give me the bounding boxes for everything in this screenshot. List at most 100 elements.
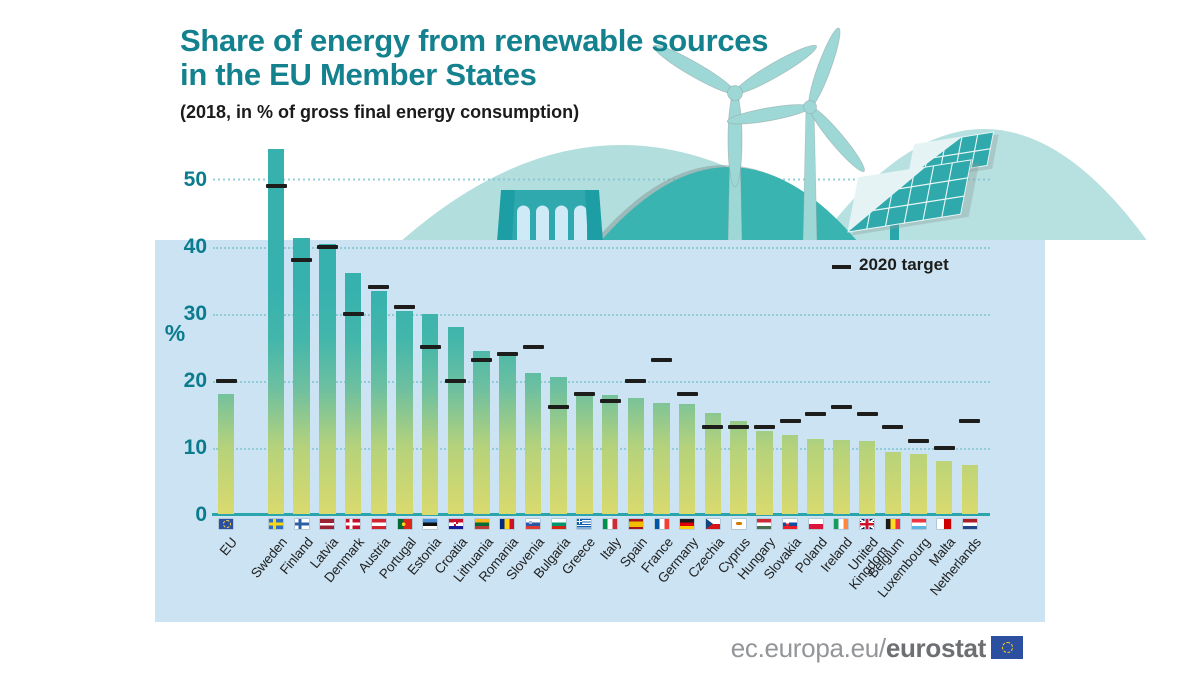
target-dash-finland	[291, 257, 313, 262]
gridline-40	[213, 246, 990, 249]
x-axis-line	[212, 513, 990, 516]
y-tick-0: 0	[195, 502, 207, 526]
target-dash-luxembourg	[908, 438, 929, 443]
target-dash-bulgaria	[548, 405, 570, 410]
y-tick-50: 50	[183, 167, 207, 191]
target-dash-uk	[856, 412, 878, 416]
gridline-20	[213, 380, 990, 383]
flag-greece-icon	[577, 518, 592, 529]
bar-romania	[499, 354, 516, 515]
bar-cyprus	[730, 421, 747, 515]
renewables-illustration	[0, 0, 1200, 240]
flag-latvia-icon	[320, 518, 335, 529]
flag-netherlands-icon	[962, 518, 977, 529]
y-tick-30: 30	[183, 301, 207, 325]
target-dash-belgium	[882, 425, 904, 430]
bar-italy	[601, 395, 619, 515]
flag-croatia-icon	[448, 518, 463, 529]
flag-slovenia-icon	[526, 518, 540, 529]
flag-slovakia-icon	[783, 518, 797, 529]
flag-poland-icon	[808, 518, 823, 529]
target-dash-germany	[676, 391, 698, 396]
target-dash-croatia	[445, 378, 467, 383]
bar-lithuania	[473, 351, 490, 515]
flag-ireland-icon	[834, 518, 849, 529]
target-dash-netherlands	[959, 418, 981, 423]
target-dash-latvia	[316, 244, 338, 249]
bar-eu	[217, 393, 235, 515]
flag-uk-icon	[860, 518, 875, 529]
bar-austria	[370, 290, 388, 515]
bar-ireland	[833, 440, 850, 515]
bar-croatia	[447, 326, 465, 515]
target-dash-austria	[368, 284, 390, 289]
footer-url-bold: eurostat	[885, 633, 986, 663]
flag-france-icon	[654, 518, 669, 529]
target-dash-slovakia	[779, 418, 801, 423]
flag-cyprus-icon	[731, 518, 746, 529]
target-dash-ireland	[830, 405, 852, 410]
flag-austria-icon	[371, 518, 386, 529]
flag-sweden-icon	[269, 518, 283, 529]
bar-belgium	[884, 451, 902, 515]
flag-malta-icon	[937, 518, 952, 529]
target-dash-cyprus	[728, 425, 750, 430]
illustration-svg	[213, 27, 1147, 240]
bar-hungary	[756, 430, 773, 515]
bar-poland	[807, 438, 824, 515]
target-dash-romania	[496, 351, 518, 356]
legend-target-dash-icon	[832, 265, 851, 269]
footer-url-regular: ec.europa.eu/	[730, 633, 886, 663]
footer-link[interactable]: ec.europa.eu/eurostat	[580, 633, 987, 664]
y-axis-unit: %	[164, 320, 186, 346]
flag-italy-icon	[603, 518, 618, 529]
wind-turbine-icon	[653, 44, 817, 240]
bar-estonia	[421, 313, 439, 515]
bar-czechia	[704, 413, 722, 515]
target-dash-czechia	[702, 425, 724, 430]
flag-belgium-icon	[885, 518, 900, 529]
hydro-dam-icon	[497, 190, 603, 240]
target-dash-greece	[573, 391, 595, 396]
y-tick-10: 10	[183, 435, 207, 459]
target-dash-slovenia	[522, 345, 544, 349]
flag-spain-icon	[628, 518, 643, 529]
gridline-30	[213, 313, 990, 316]
y-tick-40: 40	[183, 234, 207, 258]
target-dash-lithuania	[471, 358, 493, 363]
bar-bulgaria	[550, 377, 567, 515]
target-dash-spain	[625, 378, 647, 383]
target-dash-italy	[599, 398, 621, 403]
flag-czechia-icon	[705, 518, 720, 529]
flag-lithuania-icon	[474, 518, 489, 529]
target-dash-estonia	[419, 345, 441, 349]
y-tick-20: 20	[183, 368, 207, 392]
flag-denmark-icon	[346, 518, 361, 529]
flag-romania-icon	[500, 518, 515, 529]
target-dash-poland	[805, 412, 827, 416]
page-subtitle: (2018, in % of gross final energy consum…	[180, 102, 580, 122]
flag-bulgaria-icon	[551, 518, 566, 529]
flag-luxembourg-icon	[911, 518, 926, 529]
bar-germany	[678, 403, 696, 515]
flag-finland-icon	[294, 518, 309, 529]
target-dash-denmark	[342, 311, 364, 316]
bar-denmark	[344, 272, 362, 515]
bar-netherlands	[961, 464, 979, 515]
target-dash-france	[651, 358, 672, 363]
bar-spain	[627, 397, 645, 515]
bar-portugal	[396, 311, 413, 515]
target-dash-eu	[215, 378, 237, 383]
bar-france	[653, 403, 670, 515]
bar-sweden	[267, 148, 285, 515]
target-dash-portugal	[394, 304, 415, 309]
bar-malta	[935, 460, 953, 515]
flag-estonia-icon	[423, 518, 438, 529]
bar-latvia	[319, 244, 336, 515]
eu-flag-icon	[991, 636, 1023, 659]
wind-turbine-icon	[726, 27, 865, 240]
flag-portugal-icon	[397, 518, 412, 529]
bar-luxembourg	[910, 453, 927, 515]
solar-panel-icon	[847, 159, 980, 240]
